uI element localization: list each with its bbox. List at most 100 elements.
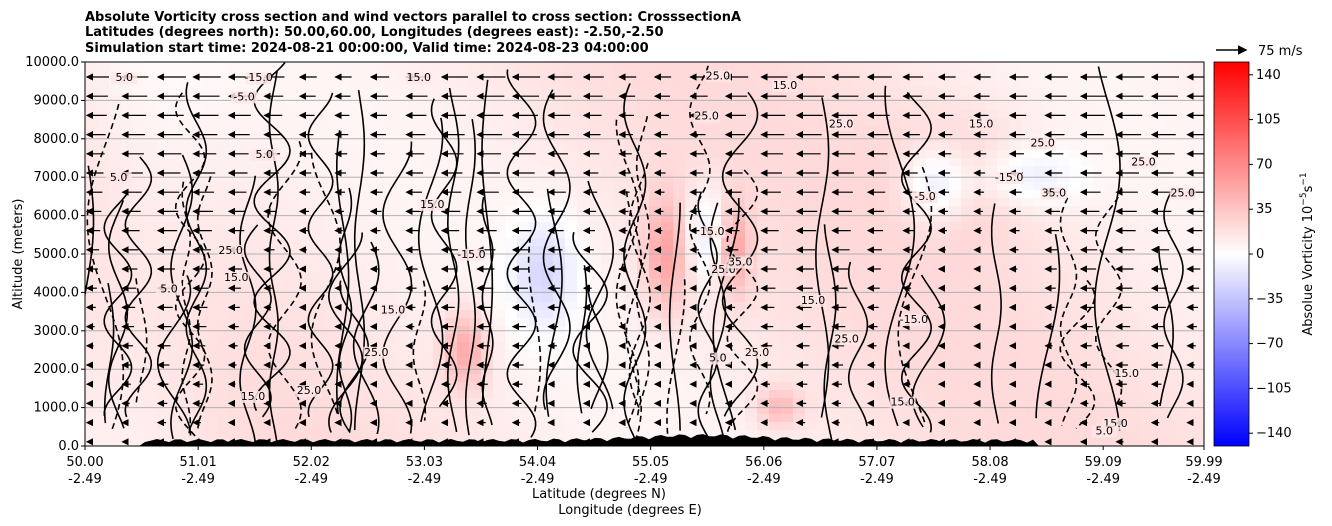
vorticity-cell	[289, 246, 302, 255]
vorticity-cell	[733, 398, 746, 407]
vorticity-cell	[133, 310, 146, 319]
vorticity-cell	[1081, 422, 1094, 431]
vorticity-cell	[1069, 254, 1082, 263]
vorticity-cell	[781, 190, 794, 199]
vorticity-cell	[853, 262, 866, 271]
contour-line	[310, 152, 341, 417]
vorticity-cell	[733, 278, 746, 287]
vorticity-cell	[313, 238, 326, 247]
vorticity-cell	[661, 374, 674, 383]
vorticity-cell	[1033, 278, 1046, 287]
vorticity-cell	[145, 190, 158, 199]
vorticity-cell	[601, 270, 614, 279]
vorticity-cell	[1009, 310, 1022, 319]
vorticity-cell	[1141, 406, 1154, 415]
vorticity-cell	[985, 390, 998, 399]
vorticity-cell	[157, 94, 170, 103]
vorticity-cell	[373, 102, 386, 111]
vorticity-cell	[1009, 198, 1022, 207]
vorticity-cell	[997, 366, 1010, 375]
vorticity-cell	[181, 294, 194, 303]
vorticity-cell	[601, 174, 614, 183]
vorticity-cell	[169, 350, 182, 359]
vorticity-cell	[1045, 422, 1058, 431]
vorticity-cell	[1189, 254, 1202, 263]
contour-line	[446, 87, 460, 433]
vorticity-cell	[157, 118, 170, 127]
vorticity-cell	[157, 86, 170, 95]
vorticity-cell	[457, 230, 470, 239]
vorticity-cell	[325, 390, 338, 399]
vorticity-cell	[757, 62, 770, 71]
vorticity-cell	[289, 318, 302, 327]
vorticity-cell	[661, 238, 674, 247]
vorticity-cell	[493, 430, 506, 439]
vorticity-cell	[661, 278, 674, 287]
vorticity-cell	[901, 86, 914, 95]
vorticity-cell	[349, 382, 362, 391]
vorticity-cell	[241, 158, 254, 167]
vorticity-cell	[397, 78, 410, 87]
vorticity-cell	[817, 334, 830, 343]
vorticity-cell	[577, 430, 590, 439]
vorticity-cell	[817, 390, 830, 399]
vorticity-cell	[205, 134, 218, 143]
vorticity-cell	[121, 326, 134, 335]
vorticity-cell	[757, 78, 770, 87]
vorticity-cell	[193, 86, 206, 95]
vorticity-cell	[649, 110, 662, 119]
vorticity-cell	[1201, 366, 1204, 375]
vorticity-cell	[973, 398, 986, 407]
vorticity-cell	[961, 246, 974, 255]
vorticity-cell	[337, 166, 350, 175]
vorticity-cell	[925, 406, 938, 415]
vorticity-cell	[685, 294, 698, 303]
vorticity-cell	[1177, 342, 1190, 351]
vorticity-cell	[493, 398, 506, 407]
vorticity-cell	[649, 254, 662, 263]
vorticity-cell	[517, 414, 530, 423]
vorticity-cell	[229, 174, 242, 183]
vorticity-cell	[1021, 430, 1034, 439]
vorticity-cell	[1129, 382, 1142, 391]
vorticity-cell	[877, 198, 890, 207]
vorticity-cell	[1081, 86, 1094, 95]
vorticity-cell	[553, 270, 566, 279]
vorticity-cell	[889, 94, 902, 103]
vorticity-cell	[457, 366, 470, 375]
vorticity-cell	[1021, 318, 1034, 327]
vorticity-cell	[277, 86, 290, 95]
vorticity-cell	[205, 174, 218, 183]
vorticity-cell	[853, 174, 866, 183]
vorticity-cell	[673, 358, 686, 367]
vorticity-cell	[1033, 198, 1046, 207]
vorticity-cell	[1105, 358, 1118, 367]
vorticity-cell	[925, 358, 938, 367]
vorticity-cell	[973, 182, 986, 191]
vorticity-cell	[829, 366, 842, 375]
vorticity-cell	[973, 390, 986, 399]
vorticity-cell	[313, 142, 326, 151]
vorticity-cell	[961, 190, 974, 199]
vorticity-cell	[325, 222, 338, 231]
vorticity-cell	[289, 214, 302, 223]
vorticity-cell	[625, 406, 638, 415]
vorticity-cell	[301, 142, 314, 151]
vorticity-cell	[205, 86, 218, 95]
vorticity-cell	[889, 342, 902, 351]
vorticity-cell	[133, 342, 146, 351]
vorticity-cell	[889, 294, 902, 303]
vorticity-cell	[1033, 270, 1046, 279]
vorticity-cell	[997, 302, 1010, 311]
vorticity-cell	[325, 358, 338, 367]
vorticity-cell	[649, 390, 662, 399]
vorticity-cell	[1105, 134, 1118, 143]
vorticity-cell	[289, 270, 302, 279]
vorticity-cell	[445, 158, 458, 167]
vorticity-cell	[673, 342, 686, 351]
vorticity-cell	[313, 222, 326, 231]
vorticity-cell	[769, 62, 782, 71]
vorticity-cell	[901, 238, 914, 247]
vorticity-cell	[781, 182, 794, 191]
vorticity-cell	[1201, 326, 1204, 335]
